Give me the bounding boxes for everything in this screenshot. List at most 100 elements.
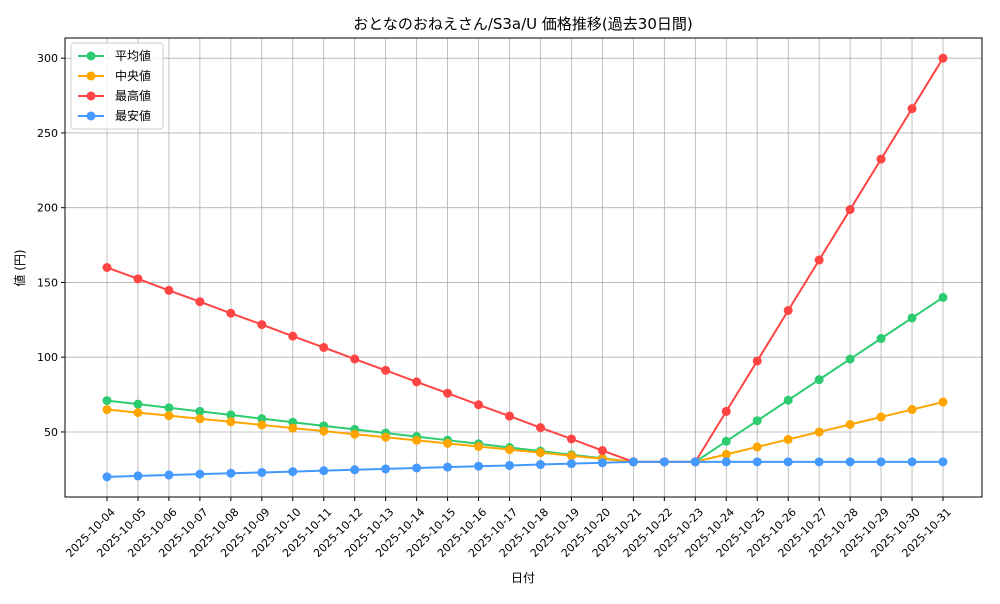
data-point (412, 435, 422, 445)
series-line (106, 57, 944, 463)
data-point (845, 205, 855, 215)
data-point (938, 457, 948, 467)
data-point (690, 457, 700, 467)
data-point (628, 457, 638, 467)
data-point (783, 457, 793, 467)
legend-box (70, 42, 164, 130)
x-axis-label: 日付 (511, 571, 535, 585)
data-point (350, 465, 360, 475)
series-line (106, 401, 944, 463)
data-point (938, 397, 948, 407)
data-point (412, 463, 422, 473)
data-point (845, 354, 855, 364)
data-point (257, 414, 267, 424)
y-tick-label: 300 (37, 52, 58, 65)
data-point (319, 426, 329, 436)
data-point (752, 416, 762, 426)
data-point (133, 471, 143, 481)
data-point (907, 313, 917, 323)
legend-label: 最高値 (115, 88, 151, 103)
series-0 (102, 292, 948, 467)
data-point (535, 460, 545, 470)
data-point (721, 436, 731, 446)
data-point (102, 472, 112, 482)
y-tick-label: 50 (44, 426, 58, 439)
series-2 (102, 53, 948, 467)
data-point (721, 449, 731, 459)
data-point (288, 423, 298, 433)
legend-marker (86, 111, 96, 121)
data-point (226, 468, 236, 478)
data-point (566, 451, 576, 461)
data-point (133, 274, 143, 284)
data-point (876, 457, 886, 467)
series-lines (102, 53, 948, 482)
data-point (195, 414, 205, 424)
data-point (783, 395, 793, 405)
data-point (845, 457, 855, 467)
data-point (474, 461, 484, 471)
plot-frame (64, 37, 983, 498)
data-point (443, 438, 453, 448)
data-point (164, 403, 174, 413)
y-axis-ticks: 50 100 150 200 250 300 (37, 52, 65, 439)
data-point (133, 408, 143, 418)
series-3 (102, 457, 948, 482)
data-point (505, 460, 515, 470)
data-point (814, 375, 824, 385)
legend-label: 中央値 (115, 68, 151, 83)
data-point (752, 356, 762, 366)
y-axis-label: 値 (円) (12, 249, 27, 286)
data-point (102, 396, 112, 406)
y-tick-label: 250 (37, 127, 58, 140)
data-point (350, 429, 360, 439)
y-tick-label: 100 (37, 351, 58, 364)
data-point (474, 400, 484, 410)
y-tick-label: 150 (37, 276, 58, 289)
data-point (938, 292, 948, 302)
data-point (288, 467, 298, 477)
data-point (907, 405, 917, 415)
chart-title: おとなのおねえさん/S3a/U 価格推移(過去30日間) (353, 15, 692, 33)
data-point (102, 263, 112, 272)
data-point (257, 420, 267, 430)
data-point (164, 285, 174, 295)
data-point (381, 432, 391, 442)
data-point (474, 441, 484, 451)
data-point (195, 406, 205, 416)
data-point (195, 469, 205, 479)
grid (65, 38, 982, 497)
data-point (814, 255, 824, 265)
data-point (226, 410, 236, 420)
data-point (443, 462, 453, 472)
data-point (288, 331, 298, 341)
data-point (721, 406, 731, 416)
data-point (164, 470, 174, 480)
legend-label: 平均値 (115, 48, 151, 63)
data-point (443, 388, 453, 398)
y-tick-label: 200 (37, 202, 58, 215)
series-line (106, 296, 944, 463)
data-point (876, 154, 886, 164)
data-point (907, 104, 917, 114)
data-point (814, 427, 824, 437)
data-point (783, 305, 793, 315)
data-point (814, 457, 824, 467)
data-point (412, 377, 422, 387)
data-point (535, 423, 545, 433)
x-axis-ticks: 2025-10-042025-10-052025-10-062025-10-07… (63, 497, 954, 560)
data-point (752, 442, 762, 452)
data-point (319, 342, 329, 352)
data-point (938, 53, 948, 63)
data-point (597, 458, 607, 468)
data-point (721, 457, 731, 467)
data-point (133, 399, 143, 409)
legend-marker (86, 51, 96, 61)
data-point (783, 434, 793, 444)
data-point (566, 434, 576, 444)
data-point (350, 354, 360, 364)
data-point (566, 459, 576, 469)
data-point (535, 448, 545, 458)
data-point (752, 457, 762, 467)
